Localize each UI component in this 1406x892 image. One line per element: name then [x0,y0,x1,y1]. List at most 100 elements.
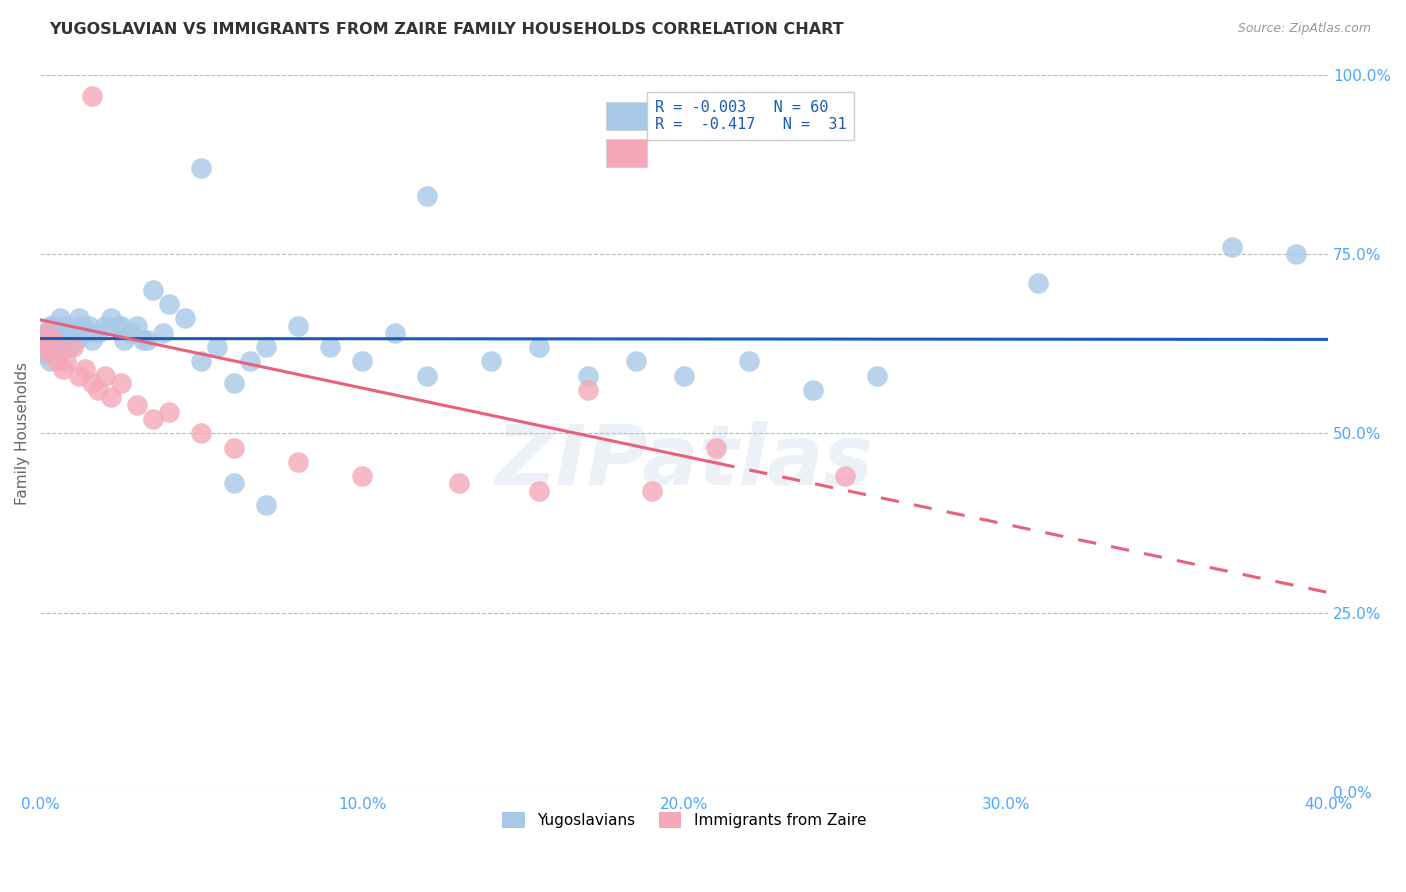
Point [45,340,67,354]
Point [32,333,55,347]
Point [75,326,97,340]
Point [62,340,84,354]
Point [125,398,148,412]
Point [157,405,180,419]
Point [55,354,77,368]
Point [207,340,229,354]
Point [110,376,132,390]
Point [42,333,65,347]
Point [641,483,664,498]
Point [135,333,157,347]
Point [100,311,122,326]
Point [45,354,67,368]
Point [39,318,62,333]
Point [352,354,374,368]
Point [80,89,103,103]
Point [35,340,58,354]
Point [75,361,97,376]
Point [1220,240,1243,254]
Point [132,333,155,347]
Point [58,340,80,354]
Text: YUGOSLAVIAN VS IMMIGRANTS FROM ZAIRE FAMILY HOUSEHOLDS CORRELATION CHART: YUGOSLAVIAN VS IMMIGRANTS FROM ZAIRE FAM… [49,22,844,37]
Point [87,383,110,397]
Point [416,368,439,383]
Text: Source: ZipAtlas.com: Source: ZipAtlas.com [1237,22,1371,36]
Point [737,354,759,368]
Point [190,354,212,368]
Point [222,476,245,491]
Point [479,354,502,368]
Point [673,368,696,383]
Point [416,189,439,203]
Point [384,326,406,340]
Point [94,318,117,333]
Point [287,318,309,333]
Point [42,333,65,347]
Point [120,326,142,340]
Point [48,347,70,361]
Point [152,326,174,340]
Point [801,383,824,397]
Point [125,318,148,333]
Point [447,476,470,491]
Point [352,469,374,483]
Point [576,383,599,397]
Point [287,455,309,469]
FancyBboxPatch shape [606,103,647,130]
Point [110,318,132,333]
Point [529,340,551,354]
Point [142,283,165,297]
Point [45,326,67,340]
Point [254,498,277,512]
Point [254,340,277,354]
Point [48,311,70,326]
Point [65,333,87,347]
Point [834,469,856,483]
Point [239,354,262,368]
Point [55,318,77,333]
Point [174,311,197,326]
Point [35,340,58,354]
Point [100,390,122,404]
Point [222,441,245,455]
Legend: Yugoslavians, Immigrants from Zaire: Yugoslavians, Immigrants from Zaire [496,806,872,835]
Point [319,340,342,354]
Text: ZIPatlas: ZIPatlas [495,421,873,502]
Point [77,318,100,333]
Point [190,426,212,441]
Point [112,333,135,347]
Text: R = -0.003   N = 60
R =  -0.417   N =  31: R = -0.003 N = 60 R = -0.417 N = 31 [655,100,846,132]
Point [1285,247,1308,261]
Point [67,368,90,383]
Point [42,318,65,333]
Point [35,326,58,340]
Point [866,368,889,383]
Point [48,326,70,340]
FancyBboxPatch shape [606,139,647,167]
Point [52,361,75,376]
Point [62,326,84,340]
Point [706,441,728,455]
Point [624,354,647,368]
Point [39,354,62,368]
Point [67,311,90,326]
Point [94,368,117,383]
Point [87,326,110,340]
Point [80,376,103,390]
Point [80,333,103,347]
Point [39,347,62,361]
Point [529,483,551,498]
Point [32,347,55,361]
Point [52,333,75,347]
Point [72,318,94,333]
Point [107,318,129,333]
Point [142,412,165,426]
Y-axis label: Family Households: Family Households [15,362,30,505]
Point [222,376,245,390]
Point [157,297,180,311]
Point [32,333,55,347]
Point [576,368,599,383]
Point [35,326,58,340]
Point [1028,276,1050,290]
Point [190,161,212,175]
